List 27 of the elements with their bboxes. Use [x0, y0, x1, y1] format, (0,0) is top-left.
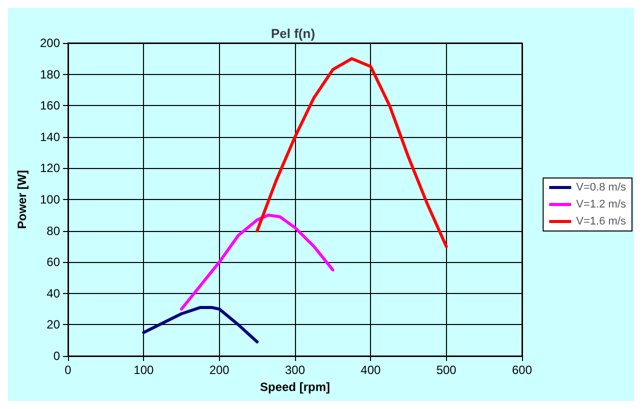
y-tick-label: 0: [53, 349, 60, 363]
x-axis-title: Speed [rpm]: [260, 380, 330, 394]
y-tick-label: 100: [40, 192, 60, 206]
y-tick-label: 160: [40, 98, 60, 113]
y-tick-label: 60: [46, 255, 60, 270]
legend-label: V=1.2 m/s: [576, 198, 626, 210]
legend-label: V=0.8 m/s: [576, 182, 626, 194]
line-series: [256, 57, 448, 248]
x-tick-label: 100: [134, 363, 154, 377]
line-series: [142, 306, 259, 344]
y-tick-label: 80: [46, 224, 60, 238]
y-tick-label: 200: [40, 36, 60, 50]
y-tick-label: 180: [40, 67, 60, 82]
legend-label: V=1.6 m/s: [576, 216, 626, 228]
x-tick-label: 500: [436, 363, 457, 377]
chart-title: Pel f(n): [270, 26, 316, 41]
y-tick-label: 120: [40, 161, 60, 176]
y-axis-title: Power [W]: [15, 170, 29, 229]
line-series: [180, 214, 334, 311]
y-tick-label: 20: [46, 318, 60, 332]
x-tick-label: 200: [209, 363, 230, 377]
x-tick-label: 600: [512, 363, 532, 377]
x-tick-label: 300: [284, 363, 306, 377]
x-tick-label: 0: [64, 363, 72, 377]
x-tick-label: 400: [360, 363, 381, 377]
y-tick-label: 40: [46, 286, 60, 300]
y-tick-label: 140: [40, 130, 60, 144]
